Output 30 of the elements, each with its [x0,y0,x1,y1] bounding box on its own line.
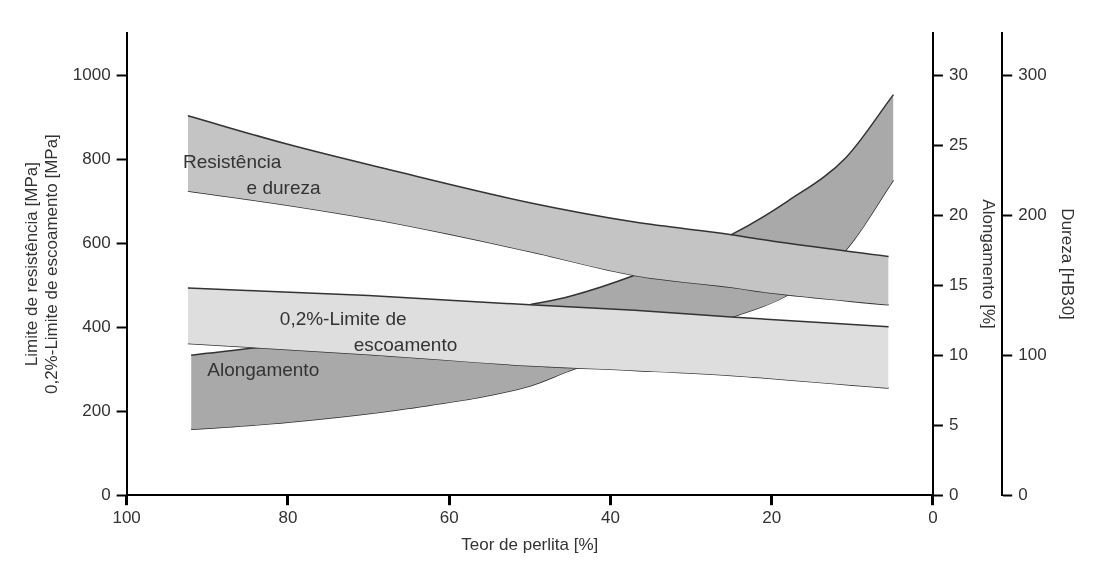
y-tick-label: 200 [82,400,111,420]
y-tick-label: 400 [82,316,111,336]
y3-tick-label: 200 [1018,204,1047,224]
x-axis-title: Teor de perlita [%] [461,535,599,555]
series-label: Alongamento [207,358,320,380]
y3-tick-label: 0 [1018,484,1028,504]
y2-tick-label: 25 [948,134,968,154]
y-tick-label: 600 [82,232,111,252]
y-tick-label: 0 [101,484,111,504]
x-tick-label: 40 [600,508,620,528]
x-tick-label: 0 [928,508,938,528]
y-axis-title: Limite de resistência [MPa] 0,2%-Limite de escoamento [MPa] [21,134,62,395]
y3-axis-title: Dureza [HB30] [1058,208,1078,320]
y2-tick-label: 0 [948,484,959,504]
y-tick-label: 800 [82,148,111,168]
y3-tick-label: 300 [1018,64,1047,84]
x-tick-label: 80 [278,508,298,528]
x-tick-label: 100 [112,508,141,528]
y2-tick-label: 10 [948,344,968,364]
x-tick-label: 60 [439,508,459,528]
y2-tick-label: 30 [948,64,968,84]
series-label: 0,2%-Limite de escoamento [279,307,458,355]
y2-tick-label: 5 [948,414,959,434]
y2-axis-title: Alongamento [%] [979,199,999,329]
y2-tick-label: 20 [948,204,968,224]
y3-tick-label: 100 [1018,344,1047,364]
series-label: Resistência e dureza [183,150,321,198]
y-tick-label: 1000 [72,64,111,84]
y2-tick-label: 15 [948,274,968,294]
x-tick-label: 20 [762,508,782,528]
